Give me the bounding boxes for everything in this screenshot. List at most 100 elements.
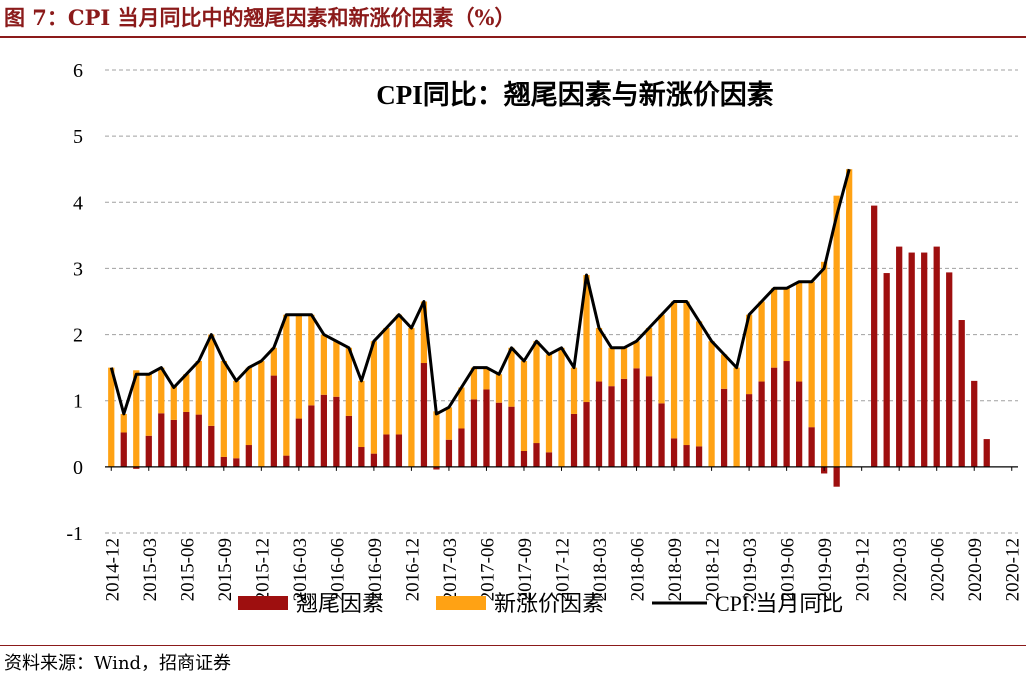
bar-new-price	[370, 341, 378, 454]
bar-new-price	[508, 347, 515, 407]
legend-label: CPI:当月同比	[715, 591, 843, 616]
bar-new-price	[608, 347, 615, 387]
y-tick-label: 2	[73, 325, 83, 347]
bar-carryover	[508, 406, 515, 467]
x-tick-label: 2015-09	[215, 538, 236, 601]
bar-new-price	[108, 367, 115, 467]
bar-carryover	[883, 273, 890, 467]
bar-carryover	[445, 439, 453, 467]
bar-new-price	[808, 281, 815, 428]
x-tick-label: 2018-03	[590, 538, 611, 601]
bar-new-price	[270, 347, 277, 376]
bar-carryover	[658, 403, 665, 467]
bar-new-price	[583, 275, 590, 403]
bar-carryover	[245, 445, 252, 467]
bar-carryover	[745, 394, 753, 467]
bar-new-price	[633, 341, 640, 369]
bar-carryover	[383, 434, 390, 467]
bar-new-price	[770, 288, 778, 368]
x-tick-label: 2019-03	[740, 538, 761, 601]
bar-carryover	[595, 381, 603, 467]
bar-carryover	[833, 466, 840, 487]
bar-carryover	[783, 361, 790, 467]
bar-carryover	[220, 456, 227, 467]
x-tick-label: 2016-12	[402, 538, 423, 601]
bar-carryover	[770, 367, 778, 467]
bar-carryover	[683, 445, 690, 467]
bar-new-price	[145, 374, 152, 436]
y-tick-label: -1	[66, 523, 83, 545]
x-tick-label: 2016-06	[327, 538, 348, 601]
source-note: 资料来源：Wind，招商证券	[4, 653, 232, 674]
bar-new-price	[833, 195, 840, 467]
bar-new-price	[595, 327, 603, 382]
bar-carryover	[971, 380, 978, 467]
bar-new-price	[558, 347, 565, 467]
bar-new-price	[733, 367, 740, 467]
x-tick-label: 2016-09	[365, 538, 386, 601]
bar-new-price	[358, 380, 365, 448]
y-tick-label: 1	[73, 391, 83, 413]
bar-new-price	[320, 334, 327, 395]
x-tick-label: 2015-06	[177, 538, 198, 601]
x-tick-label: 2017-12	[553, 538, 574, 601]
bar-carryover	[645, 376, 653, 467]
bar-carryover	[395, 434, 403, 467]
x-tick-label: 2015-03	[140, 538, 161, 601]
bar-carryover	[796, 381, 803, 467]
bar-carryover	[133, 466, 140, 469]
bar-carryover	[958, 320, 965, 467]
bar-new-price	[195, 361, 202, 415]
legend-swatch	[436, 596, 486, 610]
bar-carryover	[933, 246, 940, 467]
bar-carryover	[458, 428, 465, 467]
bar-carryover	[871, 205, 878, 467]
bar-new-price	[796, 281, 803, 382]
bar-new-price	[420, 301, 428, 364]
legend-label: 翘尾因素	[296, 591, 384, 616]
bar-carryover	[545, 452, 553, 467]
bar-new-price	[533, 341, 540, 444]
bar-carryover	[233, 458, 240, 467]
bar-carryover	[670, 438, 678, 467]
bar-new-price	[283, 314, 290, 456]
title-divider	[0, 36, 1026, 38]
y-tick-label: 4	[73, 192, 83, 214]
x-tick-label: 2019-12	[853, 538, 874, 601]
bar-new-price	[846, 169, 853, 467]
bar-new-price	[383, 327, 390, 435]
bar-carryover	[758, 381, 765, 467]
x-tick-label: 2019-06	[778, 538, 799, 601]
bar-new-price	[670, 301, 678, 439]
bar-carryover	[345, 415, 353, 467]
legend-label: 新涨价因素	[494, 591, 604, 616]
bar-carryover	[695, 446, 703, 467]
x-tick-label: 2016-03	[290, 538, 311, 601]
footer-divider	[0, 645, 1026, 646]
bar-carryover	[720, 388, 728, 467]
bar-carryover	[608, 386, 615, 467]
y-tick-label: 0	[73, 457, 83, 479]
cpi-chart: -1 0 1 2 3 4 5 6 2014-12 2015-03 2015-06 2015-09 201…	[66, 60, 1023, 616]
bar-new-price	[720, 354, 728, 389]
bar-new-price	[683, 301, 690, 446]
bar-carryover	[283, 455, 290, 467]
bar-carryover	[308, 405, 315, 467]
bar-new-price	[245, 367, 252, 446]
bar-carryover	[320, 394, 327, 467]
bar-new-price	[333, 341, 340, 397]
x-tick-label: 2017-09	[515, 538, 536, 601]
bar-carryover	[358, 447, 365, 467]
bar-new-price	[745, 314, 753, 395]
bar-new-price	[645, 327, 653, 377]
bar-new-price	[170, 384, 177, 420]
bar-carryover	[195, 414, 202, 467]
bar-new-price	[233, 380, 240, 459]
bar-new-price	[445, 407, 453, 440]
x-tick-label: 2018-06	[628, 538, 649, 601]
x-tick-label: 2015-12	[252, 538, 273, 601]
chart-title: CPI同比：翘尾因素与新涨价因素	[376, 79, 774, 110]
bar-new-price	[395, 314, 403, 435]
y-tick-label: 3	[73, 258, 83, 280]
bar-carryover	[470, 399, 478, 467]
